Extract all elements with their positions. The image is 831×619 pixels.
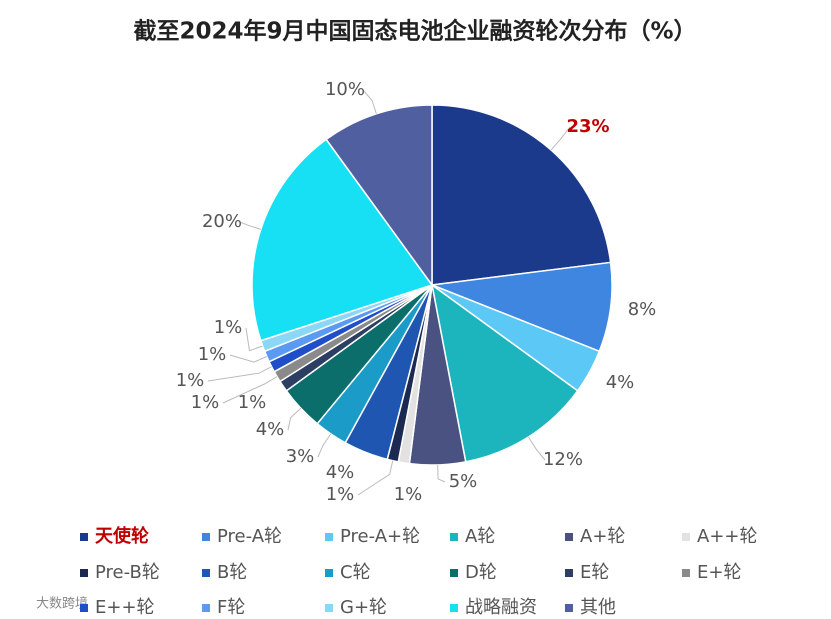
- legend-label: 战略融资: [465, 597, 537, 618]
- leader-line: [362, 89, 377, 114]
- legend-swatch: [450, 604, 458, 612]
- legend-label: B轮: [217, 562, 247, 583]
- chart-title: 截至2024年9月中国固态电池企业融资轮次分布（%）: [133, 18, 696, 45]
- leader-line: [528, 436, 546, 461]
- pie-slice: [431, 261, 613, 353]
- legend-swatch: [202, 604, 210, 612]
- leader-line: [239, 221, 261, 230]
- value-label: 5%: [449, 471, 478, 492]
- legend-swatch: [325, 533, 333, 541]
- value-label: 4%: [606, 372, 635, 393]
- leader-line: [229, 354, 268, 363]
- legend-swatch: [450, 533, 458, 541]
- legend-label: A+轮: [580, 526, 625, 547]
- legend-swatch: [325, 604, 333, 612]
- value-label: 1%: [326, 484, 355, 505]
- legend-swatch: [565, 533, 573, 541]
- legend-swatch: [202, 533, 210, 541]
- value-label: 20%: [202, 211, 242, 232]
- value-label: 1%: [176, 370, 205, 391]
- value-label: 1%: [238, 392, 267, 413]
- leader-line: [207, 366, 272, 382]
- leader-line: [357, 460, 394, 496]
- legend-label: Pre-B轮: [95, 562, 160, 583]
- legend-swatch: [450, 569, 458, 577]
- leader-line: [245, 327, 263, 352]
- legend-label: E+轮: [697, 562, 741, 583]
- leader-line: [550, 126, 571, 151]
- pie-slice: [430, 283, 579, 463]
- legend-swatch: [80, 533, 88, 541]
- watermark: 大数跨境: [36, 597, 88, 612]
- legend-label: E++轮: [95, 597, 155, 618]
- legend-swatch: [80, 569, 88, 577]
- value-label: 12%: [543, 449, 583, 470]
- legend-label: Pre-A+轮: [340, 526, 420, 547]
- legend-label: E轮: [580, 562, 609, 583]
- legend-swatch: [325, 569, 333, 577]
- legend-label: G+轮: [340, 597, 387, 618]
- value-label: 4%: [256, 419, 285, 440]
- value-label: 3%: [286, 446, 315, 467]
- pie-slice: [325, 104, 433, 288]
- legend-label: A轮: [465, 526, 495, 547]
- value-label: 10%: [325, 79, 365, 100]
- legend-label: Pre-A轮: [217, 526, 282, 547]
- value-label: 1%: [191, 392, 220, 413]
- leader-line: [317, 433, 332, 458]
- legend-label: A++轮: [697, 526, 757, 547]
- legend-swatch: [80, 604, 88, 612]
- legend-swatch: [682, 533, 690, 541]
- legend-swatch: [565, 604, 573, 612]
- legend-label: F轮: [217, 597, 245, 618]
- legend-swatch: [202, 569, 210, 577]
- legend-label: 其他: [580, 597, 616, 618]
- value-label: 1%: [394, 484, 423, 505]
- value-label: 1%: [214, 317, 243, 338]
- legend-swatch: [682, 569, 690, 577]
- value-label: 23%: [566, 116, 609, 137]
- legend-swatch: [565, 569, 573, 577]
- leader-line: [222, 376, 278, 404]
- legend-label: C轮: [340, 562, 371, 583]
- pie-slice: [251, 138, 434, 342]
- value-label: 1%: [198, 344, 227, 365]
- value-label: 8%: [628, 299, 657, 320]
- leader-line: [287, 407, 302, 431]
- value-label: 4%: [326, 462, 355, 483]
- leader-line: [437, 464, 446, 483]
- legend-label: 天使轮: [95, 525, 149, 547]
- legend-label: D轮: [465, 562, 497, 583]
